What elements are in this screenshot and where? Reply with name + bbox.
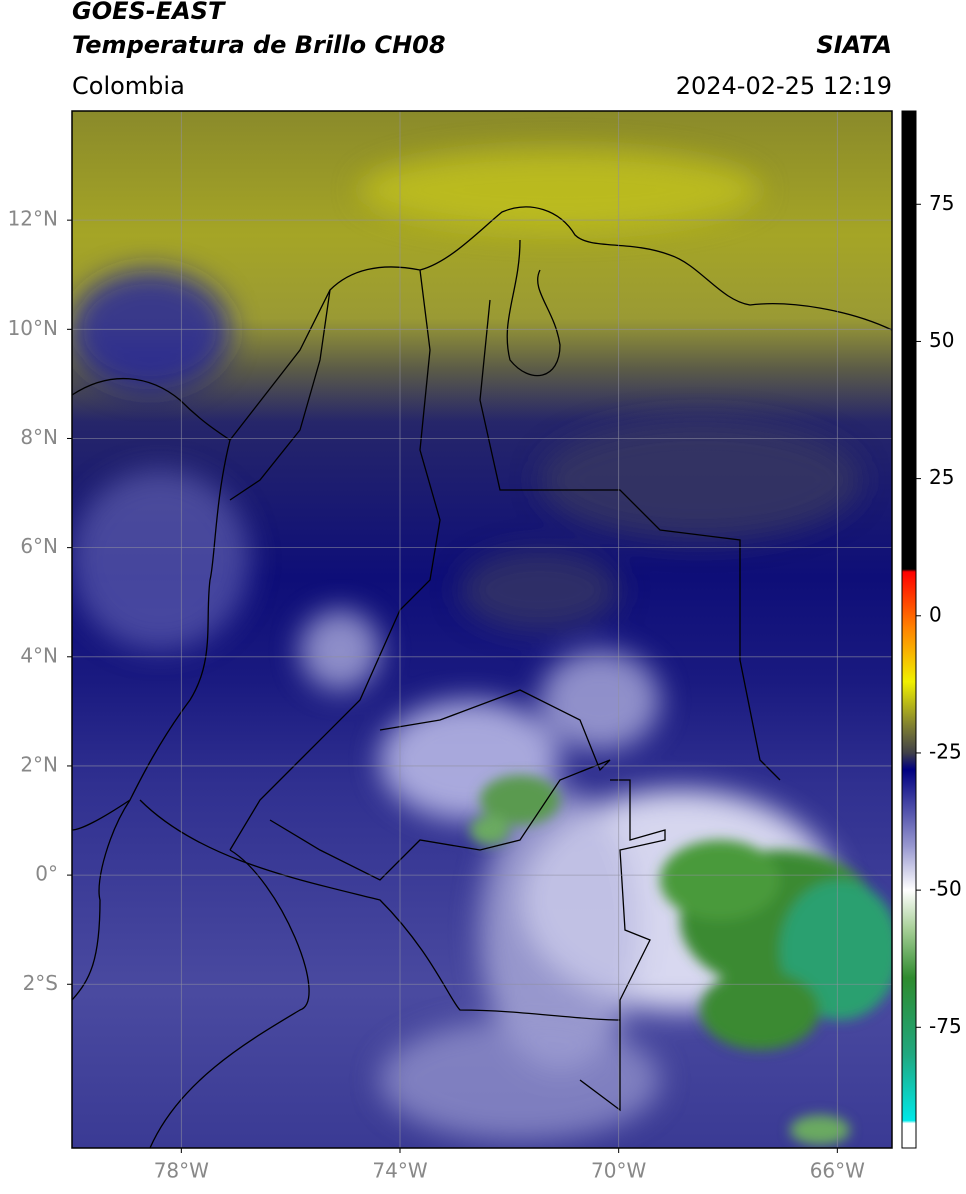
colorbar-tick-label: 75 [929,191,954,215]
colorbar-tick-label: 50 [929,328,954,352]
map-frame [71,110,893,1149]
x-tick-label: 66°W [810,1159,865,1183]
satellite-image [72,111,892,1148]
colorbar-tick-label: 0 [929,602,942,626]
x-tick-label: 78°W [154,1159,209,1183]
y-tick-label: 0° [35,862,58,886]
title: GOES-EAST [72,0,226,25]
graticule [72,111,892,1148]
colorbar-tick-label: 25 [929,465,954,489]
x-tick-label: 70°W [591,1159,646,1183]
timestamp: 2024-02-25 12:19 [676,72,892,100]
y-tick-label: 2°N [20,752,58,776]
y-tick-label: 6°N [20,534,58,558]
colorbar [901,110,917,1149]
x-tick-label: 74°W [372,1159,427,1183]
y-tick-label: 12°N [8,207,58,231]
agency: SIATA [816,31,892,59]
y-tick-label: 10°N [8,316,58,340]
y-tick-label: 2°S [23,971,58,995]
y-tick-label: 8°N [20,425,58,449]
colorbar-tick-label: -50 [929,877,962,901]
region: Colombia [72,72,185,100]
y-tick-label: 4°N [20,643,58,667]
colorbar-tick-label: -75 [929,1014,962,1038]
colorbar-tick-label: -25 [929,739,962,763]
subtitle: Temperatura de Brillo CH08 [72,31,446,59]
